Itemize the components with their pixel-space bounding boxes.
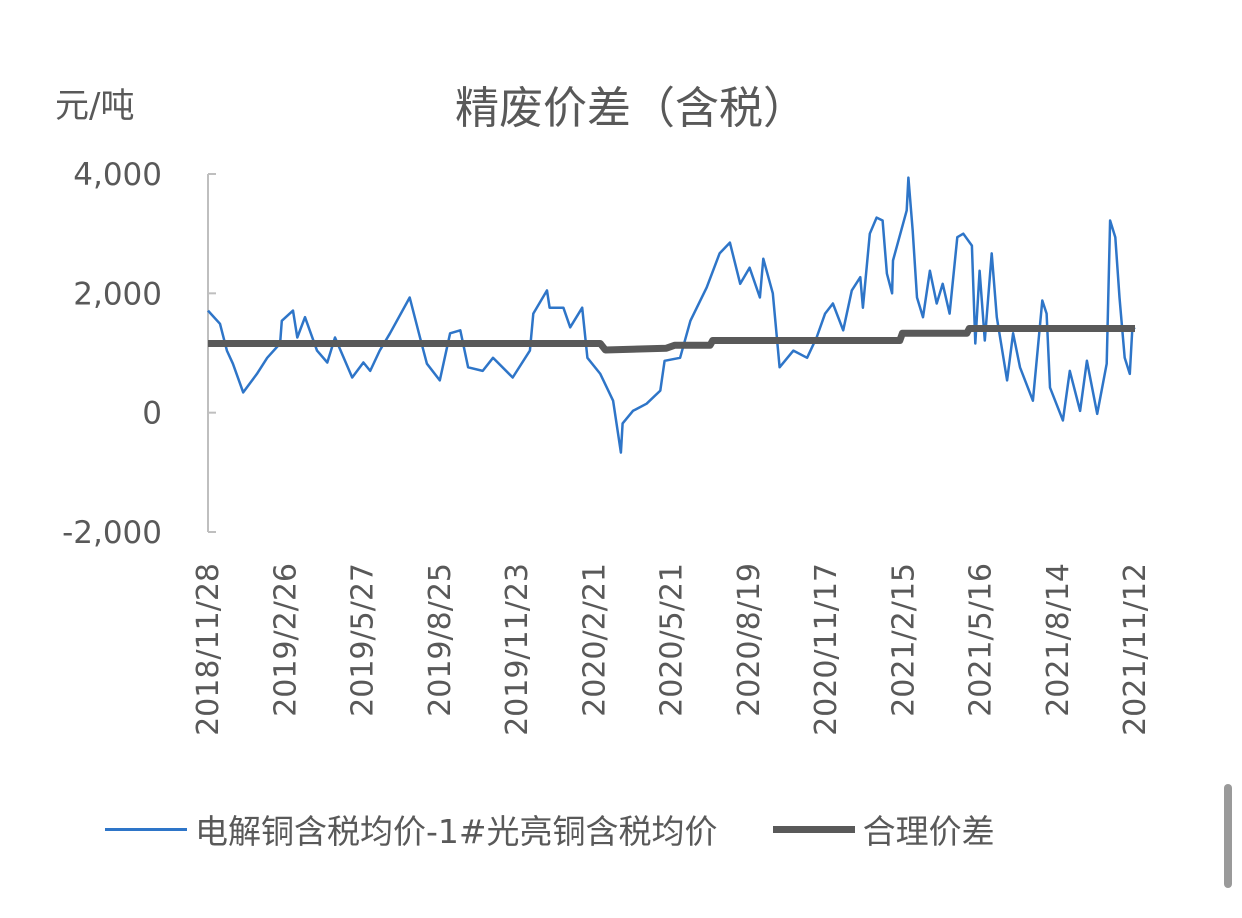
x-tick-label: 2021/5/16 [964, 563, 999, 717]
y-tick-label: -2,000 [62, 515, 162, 551]
x-tick-label: 2019/11/23 [500, 563, 535, 736]
legend: 电解铜含税均价-1#光亮铜含税均价 合理价差 [105, 805, 995, 853]
legend-label-spread: 电解铜含税均价-1#光亮铜含税均价 [195, 812, 718, 851]
x-tick-label: 2019/8/25 [423, 563, 458, 717]
x-tick-label: 2018/11/28 [191, 563, 226, 736]
series-line-reasonable-spread [208, 325, 1135, 354]
x-tick-label: 2021/2/15 [886, 563, 921, 717]
y-tick-label: 2,000 [73, 276, 162, 312]
x-tick-label: 2021/11/12 [1118, 563, 1153, 736]
x-tick-label: 2020/2/21 [577, 563, 612, 717]
x-tick-label: 2019/5/27 [346, 563, 381, 717]
scrollbar[interactable] [1224, 784, 1232, 888]
x-tick-label: 2021/8/14 [1041, 563, 1076, 717]
chart-title: 精废价差（含税） [455, 83, 807, 134]
x-tick-label: 2020/5/21 [655, 563, 690, 717]
legend-label-reasonable-spread: 合理价差 [862, 812, 995, 851]
x-tick-label: 2020/8/19 [732, 563, 767, 717]
y-axis-unit-label: 元/吨 [55, 86, 135, 126]
y-tick-label: 4,000 [73, 157, 162, 193]
y-tick-label: 0 [142, 396, 162, 432]
legend-swatch-spread [105, 827, 187, 831]
x-tick-label: 2020/11/17 [809, 563, 844, 736]
x-tick-label: 2019/2/26 [268, 563, 303, 717]
series-line-spread [207, 176, 1136, 454]
legend-swatch-reasonable-spread [772, 825, 855, 833]
